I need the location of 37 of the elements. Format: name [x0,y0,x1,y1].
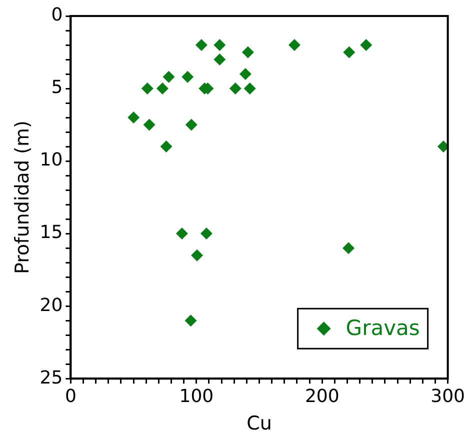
y-axis-title: Profundidad (m) [11,120,34,274]
point [214,39,226,52]
point [185,118,198,131]
point [141,82,154,95]
y-tick-label: 20 [40,294,63,316]
x-tick-label: 200 [304,386,340,408]
point [182,70,194,83]
point [239,68,252,80]
y-tick-label: 10 [40,150,63,171]
point [242,46,254,58]
point [360,39,372,52]
point [229,82,242,95]
point [176,228,188,240]
point [244,82,256,95]
x-tick-label: 100 [179,386,214,408]
point [156,82,168,95]
point [214,54,226,66]
point [200,228,212,240]
point [162,70,175,83]
legend-label: Gravas [346,316,420,340]
x-tick-label: 0 [64,386,76,408]
x-tick-label: 300 [430,386,465,408]
y-tick-label: 15 [40,222,63,244]
point [343,46,356,58]
point [342,242,355,254]
y-tick-label: 25 [40,367,63,388]
point [128,112,140,124]
point [191,249,204,262]
x-axis-title: Cu [246,412,272,435]
y-tick-label: 0 [51,4,63,26]
point [195,39,208,52]
point [288,39,300,52]
point [184,314,197,327]
point [160,140,172,153]
y-tick-label: 5 [51,77,63,98]
point [437,140,448,153]
point [143,118,156,131]
